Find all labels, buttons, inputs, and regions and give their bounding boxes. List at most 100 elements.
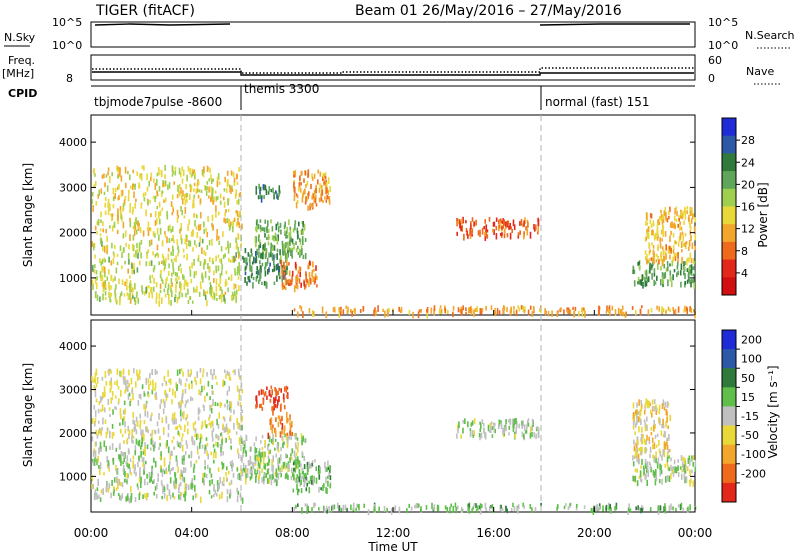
- vel-cell: [491, 504, 494, 509]
- power-cell: [180, 268, 182, 274]
- power-cell: [252, 282, 254, 289]
- vel-cell: [122, 461, 124, 465]
- vel-cell: [653, 471, 656, 478]
- power-cell: [163, 288, 166, 293]
- vel-cell: [144, 478, 146, 486]
- vel-cell: [210, 473, 213, 478]
- vel-cell: [275, 468, 278, 472]
- vel-cell: [308, 480, 310, 485]
- power-cell: [256, 266, 258, 271]
- power-cell: [232, 221, 234, 225]
- vel-cell: [169, 495, 172, 500]
- power-cell: [298, 278, 301, 284]
- vel-cell: [193, 440, 196, 446]
- vel-cell: [222, 423, 224, 429]
- power-cell: [662, 216, 665, 223]
- vel-cell: [183, 493, 185, 498]
- power-cell: [203, 221, 205, 228]
- power-cell: [160, 169, 163, 176]
- power-cell: [308, 275, 311, 282]
- power-cell: [665, 310, 667, 314]
- vel-cell: [175, 478, 178, 484]
- power-cell: [171, 212, 174, 216]
- vel-cell: [121, 493, 124, 499]
- power-cell: [338, 311, 341, 318]
- y-tick-label: 2000: [59, 227, 87, 240]
- power-cell: [213, 196, 215, 202]
- vel-cell: [211, 436, 214, 442]
- vel-cell: [254, 455, 256, 461]
- vel-cell: [163, 493, 166, 499]
- power-cell: [174, 294, 177, 298]
- vel-cell: [511, 418, 514, 425]
- power-cell: [637, 281, 639, 285]
- vel-cell: [137, 440, 140, 446]
- vel-cell: [266, 469, 269, 475]
- vel-cell: [202, 373, 204, 378]
- power-cell: [164, 174, 166, 179]
- power-cell: [661, 246, 664, 251]
- power-cell: [203, 262, 205, 270]
- power-cell: [285, 259, 287, 263]
- vel-cell: [157, 473, 159, 478]
- vel-cell: [509, 418, 511, 425]
- vel-cell: [203, 472, 206, 478]
- power-cell: [645, 212, 648, 219]
- power-cell: [92, 264, 94, 272]
- vel-cell: [460, 434, 462, 439]
- power-cell: [117, 220, 119, 225]
- power-cell: [303, 178, 305, 183]
- power-cell: [192, 229, 194, 234]
- power-cell: [283, 272, 286, 276]
- vel-cell: [175, 418, 177, 425]
- power-cell: [284, 277, 287, 281]
- power-cell: [221, 289, 223, 294]
- power-cell: [134, 185, 136, 190]
- power-cell: [196, 188, 199, 193]
- vel-cell: [128, 429, 131, 435]
- power-cell: [220, 286, 222, 291]
- power-cell: [260, 252, 262, 258]
- power-cell: [228, 220, 230, 227]
- vel-cell: [94, 489, 97, 494]
- vel-cell: [659, 463, 661, 471]
- power-cell: [475, 219, 477, 226]
- power-cell: [646, 277, 648, 283]
- vel-cell: [133, 368, 135, 374]
- power-cell: [160, 191, 163, 197]
- power-cell: [177, 296, 179, 300]
- vel-cell: [179, 492, 182, 498]
- power-cell: [309, 204, 311, 211]
- power-cell: [150, 172, 153, 178]
- vel-cell: [644, 473, 647, 481]
- power-cell: [177, 245, 179, 250]
- vel-cell: [94, 421, 96, 427]
- power-cell: [107, 167, 110, 172]
- vel-cell: [655, 457, 657, 464]
- vel-cell: [632, 426, 635, 430]
- power-cell: [238, 262, 240, 269]
- power-cell: [172, 205, 174, 210]
- power-cell: [495, 226, 498, 231]
- vel-cell: [205, 437, 208, 441]
- vel-cell: [689, 504, 691, 511]
- power-cell: [307, 193, 309, 200]
- power-cell: [305, 279, 308, 283]
- vel-cell: [179, 409, 182, 417]
- vel-cell: [163, 463, 166, 467]
- power-cell: [161, 190, 164, 194]
- power-cell: [672, 307, 674, 312]
- power-cell: [605, 310, 608, 314]
- power-cell: [297, 185, 300, 192]
- power-cell: [663, 263, 665, 269]
- vel-cell: [640, 433, 643, 440]
- power-cell: [232, 171, 235, 177]
- vel-cell: [340, 507, 343, 512]
- vel-cell: [122, 418, 124, 426]
- vel-cell: [270, 438, 273, 444]
- power-cell: [280, 229, 282, 235]
- vel-cell: [209, 467, 211, 474]
- power-cell: [302, 239, 304, 246]
- vel-cell: [256, 456, 258, 461]
- power-cell: [648, 250, 651, 256]
